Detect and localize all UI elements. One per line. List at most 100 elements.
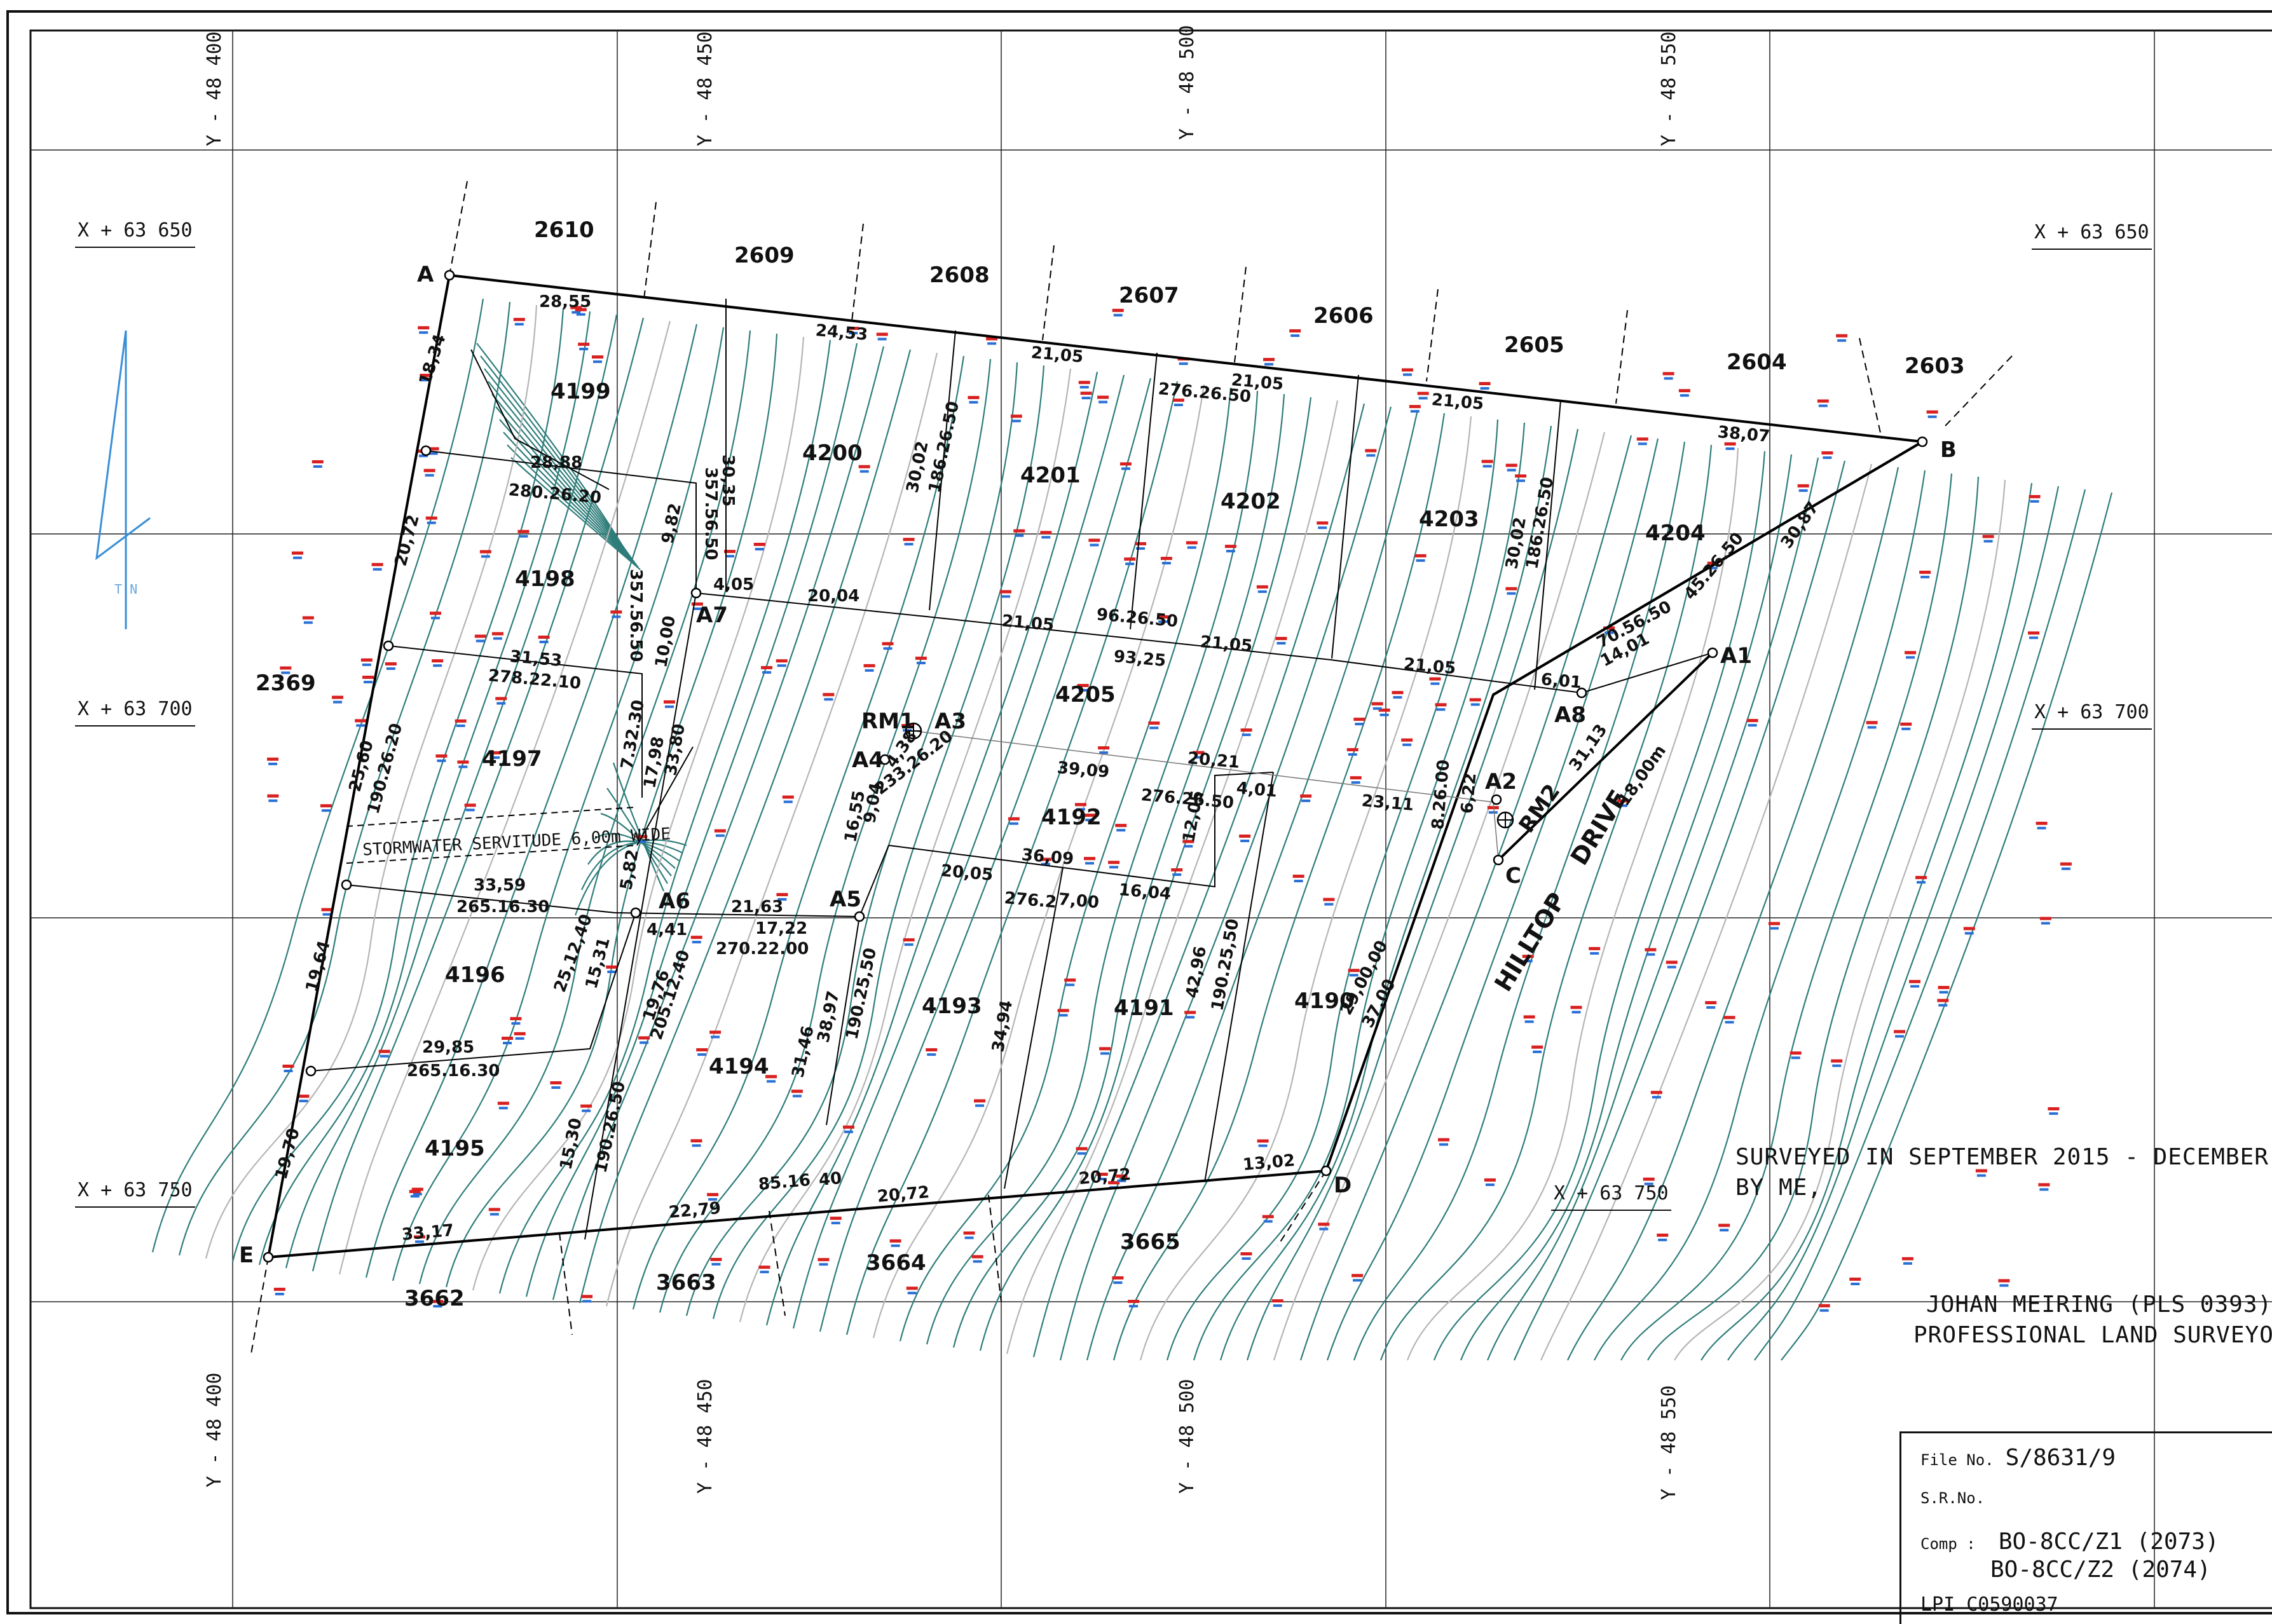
dimension-d52: 7,00 — [1057, 890, 1100, 913]
spot-height-mark — [1179, 362, 1188, 365]
spot-height-mark — [1290, 334, 1300, 338]
spot-height-mark — [1589, 946, 1601, 950]
map-frame — [29, 29, 2272, 1609]
spot-height-mark — [1262, 1215, 1274, 1218]
spot-height-mark — [1435, 703, 1447, 707]
grid-label-bottom-2: Y - 48 450 — [694, 1379, 716, 1494]
spot-height-mark — [1011, 420, 1021, 423]
spot-height-mark — [1515, 474, 1527, 478]
spot-height-mark — [1437, 1138, 1449, 1142]
spot-height-mark — [859, 470, 869, 473]
spot-height-mark — [1720, 1229, 1729, 1232]
spot-height-mark — [513, 318, 525, 322]
spot-height-mark — [1832, 1064, 1842, 1067]
spot-height-mark — [714, 829, 726, 833]
spot-height-mark — [1480, 386, 1489, 390]
spot-height-mark — [1485, 1183, 1495, 1186]
erf-4202: 4202 — [1221, 489, 1281, 514]
survey-note-line2: BY ME, — [1735, 1175, 1823, 1201]
spot-height-mark — [1379, 713, 1389, 716]
contour-line — [365, 324, 698, 1278]
contour-line — [979, 397, 1312, 1351]
spot-height-mark — [580, 1104, 592, 1108]
spot-height-mark — [1851, 1283, 1860, 1286]
spot-height-mark — [1638, 442, 1647, 446]
spot-height-mark — [1590, 952, 1599, 955]
spot-height-mark — [1998, 1279, 2010, 1283]
spot-height-mark — [503, 1042, 512, 1045]
spot-height-mark — [550, 1081, 562, 1085]
erf-2603: 2603 — [1905, 353, 1965, 379]
spot-height-mark — [1226, 550, 1235, 553]
contour-line — [845, 381, 1179, 1335]
corner-d: D — [1334, 1173, 1352, 1198]
spot-height-mark — [321, 908, 333, 911]
spot-height-mark — [421, 379, 430, 382]
dimension-d45: 4,41 — [647, 920, 688, 939]
spot-height-mark — [479, 550, 491, 554]
spot-height-mark — [1708, 566, 1718, 570]
spot-height-mark — [1317, 521, 1329, 525]
spot-height-mark — [1258, 1144, 1268, 1147]
spot-height-mark — [575, 308, 587, 311]
spot-height-mark — [986, 337, 998, 341]
spot-height-mark — [753, 542, 765, 546]
dimension-d57: 6,22 — [1458, 772, 1481, 815]
erf-4196: 4196 — [445, 962, 505, 988]
north-arrow-icon — [95, 330, 151, 629]
spot-height-mark — [1523, 960, 1533, 963]
spot-height-mark — [332, 695, 344, 699]
spot-height-mark — [765, 1075, 777, 1079]
spot-height-mark — [1182, 840, 1194, 843]
contour-line — [1513, 460, 1846, 1361]
spot-height-mark — [1098, 400, 1108, 404]
spot-height-mark — [1271, 1299, 1283, 1303]
spot-height-mark — [1723, 1016, 1735, 1020]
spot-height-mark — [298, 1095, 310, 1098]
contour-line — [1139, 416, 1472, 1361]
contour-line — [1781, 492, 2113, 1361]
contour-line — [1727, 486, 2060, 1361]
spot-height-mark — [1077, 683, 1089, 687]
spot-height-mark — [551, 1086, 561, 1089]
spot-height-mark — [1348, 753, 1357, 756]
dimension-d55: 4,01 — [1235, 779, 1278, 802]
spot-height-mark — [610, 610, 622, 614]
erf-2605: 2605 — [1504, 332, 1564, 358]
spot-height-mark — [431, 617, 441, 620]
spot-height-mark — [458, 765, 468, 768]
spot-height-mark — [1013, 529, 1025, 533]
spot-height-mark — [1725, 1021, 1734, 1024]
spot-height-mark — [1085, 862, 1095, 865]
erf-4204: 4204 — [1645, 521, 1706, 546]
spot-height-mark — [1938, 986, 1950, 990]
spot-height-mark — [1976, 1174, 1986, 1177]
lpi-code: LPI C0590037 — [1920, 1593, 2058, 1616]
spot-height-mark — [724, 550, 736, 554]
contour-line — [178, 301, 511, 1256]
spot-height-mark — [2028, 631, 2040, 635]
spot-height-mark — [1242, 1257, 1251, 1260]
spot-height-mark — [968, 395, 980, 399]
corner-a3: A3 — [934, 709, 966, 734]
spot-height-mark — [1085, 819, 1095, 822]
dimension-d63: 265.16.30 — [407, 1061, 500, 1081]
contour-line — [1032, 403, 1365, 1358]
corner-a7: A7 — [696, 603, 728, 628]
corner-a2: A2 — [1485, 769, 1517, 795]
spot-height-mark — [1318, 526, 1327, 529]
spot-height-mark — [709, 1030, 722, 1034]
spot-height-mark — [2030, 500, 2039, 503]
spot-height-mark — [413, 1235, 425, 1239]
spot-height-mark — [1008, 817, 1020, 821]
spot-height-mark — [1365, 449, 1377, 453]
spot-height-mark — [760, 1271, 769, 1274]
spot-height-mark — [1982, 535, 1994, 538]
contour-line — [1567, 467, 1899, 1361]
spot-height-mark — [1115, 824, 1127, 828]
corner-a1: A1 — [1720, 643, 1752, 669]
spot-height-mark — [1128, 1299, 1140, 1303]
spot-height-mark — [1617, 799, 1629, 803]
spot-height-mark — [755, 547, 764, 550]
erf-4203: 4203 — [1419, 507, 1479, 532]
